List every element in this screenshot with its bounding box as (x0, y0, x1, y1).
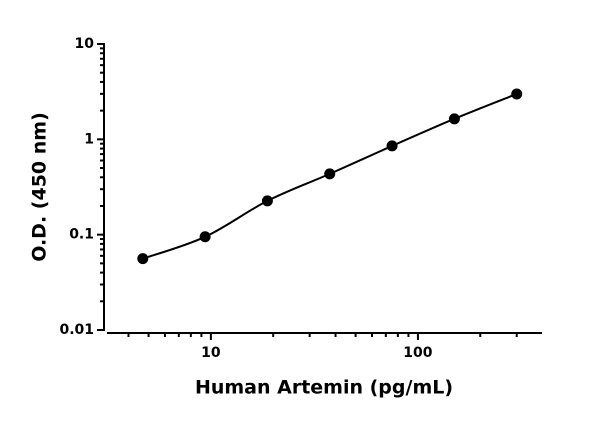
data-point (137, 253, 149, 265)
y-tick-label: 1 (84, 131, 94, 147)
y-tick-label: 0.1 (69, 227, 94, 243)
x-tick-label: 10 (201, 345, 221, 361)
x-tick-label: 100 (403, 345, 432, 361)
data-point (261, 195, 273, 207)
y-tick-label: 0.01 (59, 322, 94, 338)
data-point (199, 231, 211, 243)
data-point (386, 140, 398, 152)
data-point (448, 113, 460, 125)
y-tick-label: 10 (75, 36, 95, 52)
data-point (324, 168, 336, 180)
data-point (511, 88, 523, 100)
x-axis-title: Human Artemin (pg/mL) (195, 377, 453, 399)
y-axis-title: O.D. (450 nm) (29, 112, 51, 262)
